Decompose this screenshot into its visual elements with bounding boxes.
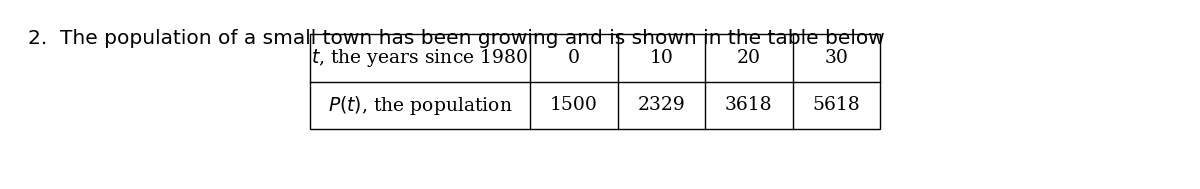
Text: $t$, the years since 1980: $t$, the years since 1980 <box>312 47 528 69</box>
Text: 2329: 2329 <box>637 96 685 114</box>
Text: 30: 30 <box>824 49 848 67</box>
Text: 1500: 1500 <box>550 96 598 114</box>
Text: 2.  The population of a small town has been growing and is shown in the table be: 2. The population of a small town has be… <box>28 29 884 48</box>
Text: 5618: 5618 <box>812 96 860 114</box>
Bar <box>310 34 880 129</box>
Text: 10: 10 <box>649 49 673 67</box>
Text: 20: 20 <box>737 49 761 67</box>
Text: 0: 0 <box>568 49 580 67</box>
Text: $P(t)$, the population: $P(t)$, the population <box>328 94 512 117</box>
Text: 3618: 3618 <box>725 96 773 114</box>
